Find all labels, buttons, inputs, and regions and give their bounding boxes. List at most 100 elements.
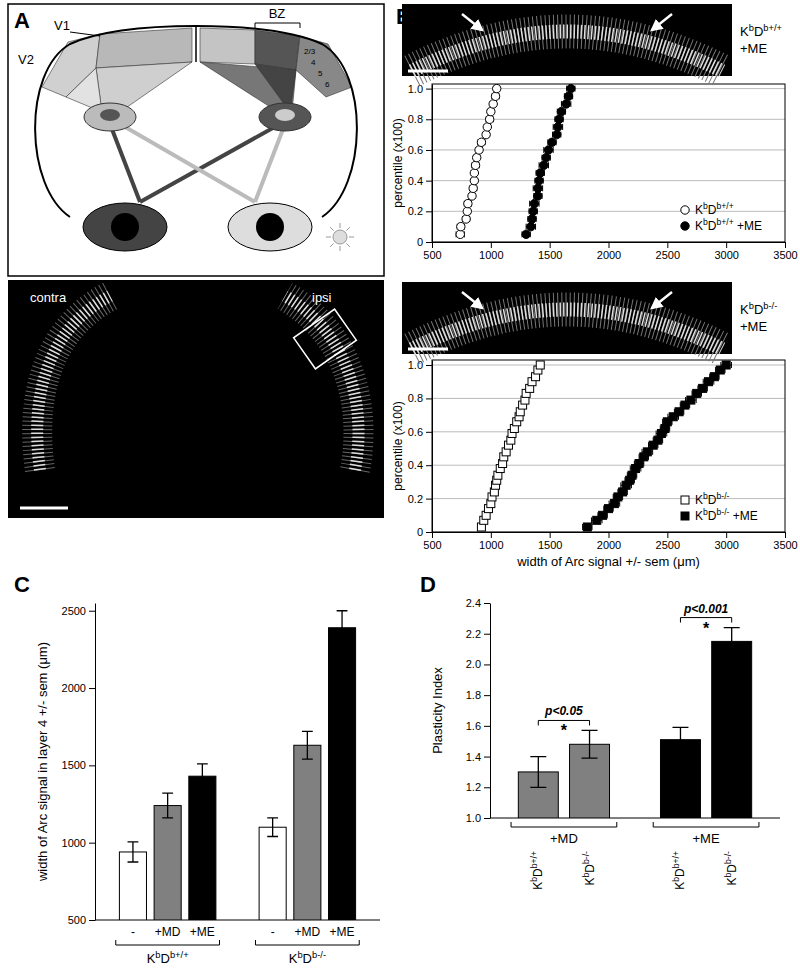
significance-star: * <box>561 722 568 739</box>
error-bar <box>197 764 208 789</box>
arc-image <box>402 282 732 354</box>
bar <box>259 827 286 920</box>
error-bar <box>302 731 313 759</box>
tick-mark <box>785 532 786 538</box>
error-bar <box>660 425 669 431</box>
signal-band <box>285 296 359 470</box>
error-bar <box>598 512 607 518</box>
p-value: p<0.001 <box>683 602 729 616</box>
panel-frame <box>8 4 384 276</box>
signal-band <box>285 296 359 470</box>
tick: 3500 <box>773 242 797 261</box>
panel-label: A <box>14 8 30 33</box>
point <box>462 215 470 223</box>
y-axis-title: Plasticity Index <box>430 667 445 754</box>
optic-tract <box>255 124 285 202</box>
group-bracket <box>653 822 759 827</box>
roi-box <box>294 309 357 369</box>
image-label: +ME <box>740 41 767 56</box>
lgn <box>259 103 311 131</box>
bar-label: KbDb+/+ <box>671 851 687 890</box>
y-axis-title: width of Arc signal in layer 4 +/- sem (… <box>35 642 50 882</box>
bar-label: +MD <box>295 925 321 939</box>
y-axis: 5001000150020002500 <box>62 604 96 927</box>
bar-label: KbDb-/- <box>723 851 739 886</box>
lgn-core <box>275 109 295 121</box>
bar-label: +ME <box>330 925 355 939</box>
point <box>471 161 479 169</box>
error-bar <box>128 842 139 862</box>
legend-marker <box>681 512 689 520</box>
brain-outline <box>35 26 357 217</box>
tick-label: 0 <box>417 526 423 538</box>
tick: 2000 <box>597 242 621 261</box>
tick: 2500 <box>62 605 95 617</box>
x-axis: 500100015002000250030003500 <box>423 532 797 551</box>
axis-line <box>432 361 433 533</box>
tick-mark <box>426 398 432 399</box>
point <box>493 84 501 92</box>
legend-label: KbDb+/+ +ME <box>695 217 762 233</box>
tick-label: 2000 <box>597 249 621 261</box>
tick-mark <box>484 818 490 819</box>
bar-chart: 5001000150020002500 width of Arc signal i… <box>35 604 380 967</box>
tick-mark <box>484 787 490 788</box>
bar-label: +MD <box>155 925 181 939</box>
tick: 2500 <box>656 242 680 261</box>
image-label: KbDb+/+ <box>740 23 782 39</box>
group-label: KbDb+/+ <box>147 950 189 966</box>
section-image: contraipsi <box>8 280 384 518</box>
tick-mark <box>426 89 432 90</box>
error-bar <box>582 730 598 758</box>
tick-mark <box>609 242 610 248</box>
tick-label: 0 <box>417 236 423 248</box>
point <box>470 176 478 184</box>
tick-label: 0.6 <box>408 426 423 438</box>
panel-label: C <box>14 572 30 597</box>
tick-mark <box>484 664 490 665</box>
tick-label: 500 <box>423 249 441 261</box>
legend: KbDb+/+KbDb+/+ +ME <box>681 201 762 233</box>
axis-line <box>95 604 96 921</box>
scale-bar <box>408 70 448 73</box>
legend-marker <box>681 222 689 230</box>
panel-label: D <box>420 572 436 597</box>
legend: KbDb-/-KbDb-/- +ME <box>681 491 758 523</box>
point <box>555 115 563 123</box>
point <box>457 222 465 230</box>
light-ray <box>330 227 334 231</box>
arc-image <box>402 4 732 76</box>
bars <box>119 611 355 920</box>
tick-label: 1.4 <box>466 751 481 763</box>
point <box>529 207 537 215</box>
tick: 500 <box>423 532 441 551</box>
tick: 1.8 <box>466 689 490 701</box>
group-label: KbDb-/- <box>289 950 326 966</box>
signal-band <box>412 310 722 350</box>
tick-mark <box>432 242 433 248</box>
error-bar <box>618 489 627 495</box>
grid-line <box>432 119 785 120</box>
grid-line <box>432 465 785 466</box>
error-bar <box>672 727 688 752</box>
group-bracket <box>511 822 617 827</box>
tick-label: 0.6 <box>408 144 423 156</box>
bar <box>712 641 752 818</box>
legend-label: KbDb-/- <box>695 491 730 507</box>
point <box>534 184 542 192</box>
image-label: KbDb-/- <box>740 301 777 317</box>
lgn-core <box>100 109 120 121</box>
tick-label: 2500 <box>656 249 680 261</box>
bar-label: - <box>271 925 275 939</box>
point <box>553 130 561 138</box>
point <box>477 138 485 146</box>
point <box>527 222 535 230</box>
tick-mark <box>484 603 490 604</box>
point <box>491 92 499 100</box>
tick-mark <box>667 532 668 538</box>
tick: 2500 <box>656 532 680 551</box>
legend-marker <box>681 206 689 214</box>
eye <box>228 203 312 251</box>
area-label: V1 <box>54 18 70 33</box>
tick-label: 2.0 <box>466 658 481 670</box>
